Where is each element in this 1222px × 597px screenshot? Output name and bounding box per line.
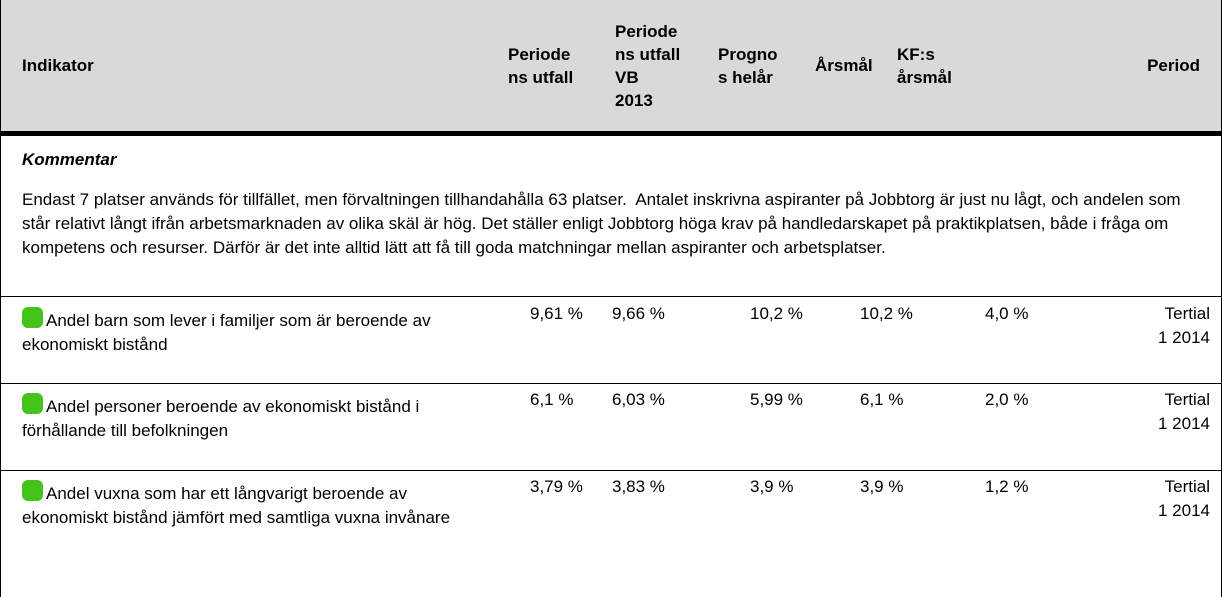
period-cell: Tertial 1 2014 (1158, 388, 1210, 436)
period-text: 1 2014 (1158, 414, 1210, 433)
value-cell: 1,2 % (985, 477, 1029, 496)
period-text: Tertial (1164, 304, 1210, 323)
border (0, 0, 1, 597)
value-cell: 9,66 % (612, 304, 665, 323)
row-rule (0, 296, 1222, 297)
header-text: Periode (615, 21, 678, 41)
header-rule (0, 131, 1222, 136)
status-icon (22, 480, 43, 501)
value-cell: 6,03 % (612, 390, 665, 409)
indicator-cell: Andel vuxna som har ett långvarigt beroe… (22, 480, 482, 530)
header-cell: Period (1147, 0, 1200, 131)
comment-title: Kommentar (22, 150, 117, 169)
header-cell: Periode ns utfall (508, 0, 573, 131)
value-cell: 3,9 % (860, 477, 904, 496)
comment-text: Endast 7 platser används för tillfället,… (22, 190, 1186, 257)
header-text: Indikator (22, 56, 94, 75)
indicator-text: Andel vuxna som har ett långvarigt beroe… (22, 484, 451, 527)
indicator-cell: Andel personer beroende av ekonomiskt bi… (22, 393, 482, 443)
header-text: 2013 (615, 90, 653, 110)
header-text: ns utfall (508, 67, 574, 87)
header-text: Årsmål (815, 56, 873, 75)
value-cell: 3,79 % (530, 477, 583, 496)
header-cell: Progno s helår (718, 0, 778, 131)
period-text: Tertial (1164, 390, 1210, 409)
value-cell: 3,83 % (612, 477, 665, 496)
header-text: Periode (508, 44, 571, 64)
status-icon (22, 393, 43, 414)
value-cell: 10,2 % (750, 304, 803, 323)
header-text: Period (1147, 56, 1200, 75)
status-icon (22, 307, 43, 328)
value-cell: 6,1 % (860, 390, 904, 409)
value-cell: 6,1 % (530, 390, 574, 409)
indicator-text: Andel personer beroende av ekonomiskt bi… (22, 397, 420, 440)
row-rule (0, 470, 1222, 471)
header-text: KF:s (897, 44, 935, 64)
header-cell: Årsmål (815, 0, 873, 131)
header-text: årsmål (897, 67, 952, 87)
value-cell: 10,2 % (860, 304, 913, 323)
value-cell: 4,0 % (985, 304, 1029, 323)
header-text: s helår (718, 67, 773, 87)
indicator-cell: Andel barn som lever i familjer som är b… (22, 307, 482, 357)
header-bg (0, 0, 1222, 131)
header-cell: Indikator (22, 0, 94, 131)
row-rule (0, 383, 1222, 384)
indicator-text: Andel barn som lever i familjer som är b… (22, 311, 431, 354)
header-text: Progno (718, 44, 778, 64)
value-cell: 5,99 % (750, 390, 803, 409)
period-cell: Tertial 1 2014 (1158, 475, 1210, 523)
header-text: ns utfall (615, 44, 681, 64)
period-text: Tertial (1164, 477, 1210, 496)
period-text: 1 2014 (1158, 328, 1210, 347)
header-cell: KF:s årsmål (897, 0, 952, 131)
header-text: VB (615, 67, 639, 87)
period-cell: Tertial 1 2014 (1158, 302, 1210, 350)
value-cell: 2,0 % (985, 390, 1029, 409)
period-text: 1 2014 (1158, 501, 1210, 520)
value-cell: 3,9 % (750, 477, 794, 496)
value-cell: 9,61 % (530, 304, 583, 323)
header-cell: Periode ns utfall VB 2013 (615, 0, 680, 131)
